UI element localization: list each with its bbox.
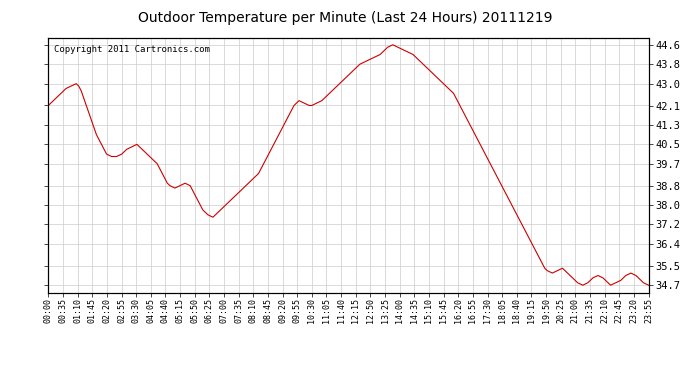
Text: Copyright 2011 Cartronics.com: Copyright 2011 Cartronics.com — [55, 45, 210, 54]
Text: Outdoor Temperature per Minute (Last 24 Hours) 20111219: Outdoor Temperature per Minute (Last 24 … — [138, 11, 552, 25]
